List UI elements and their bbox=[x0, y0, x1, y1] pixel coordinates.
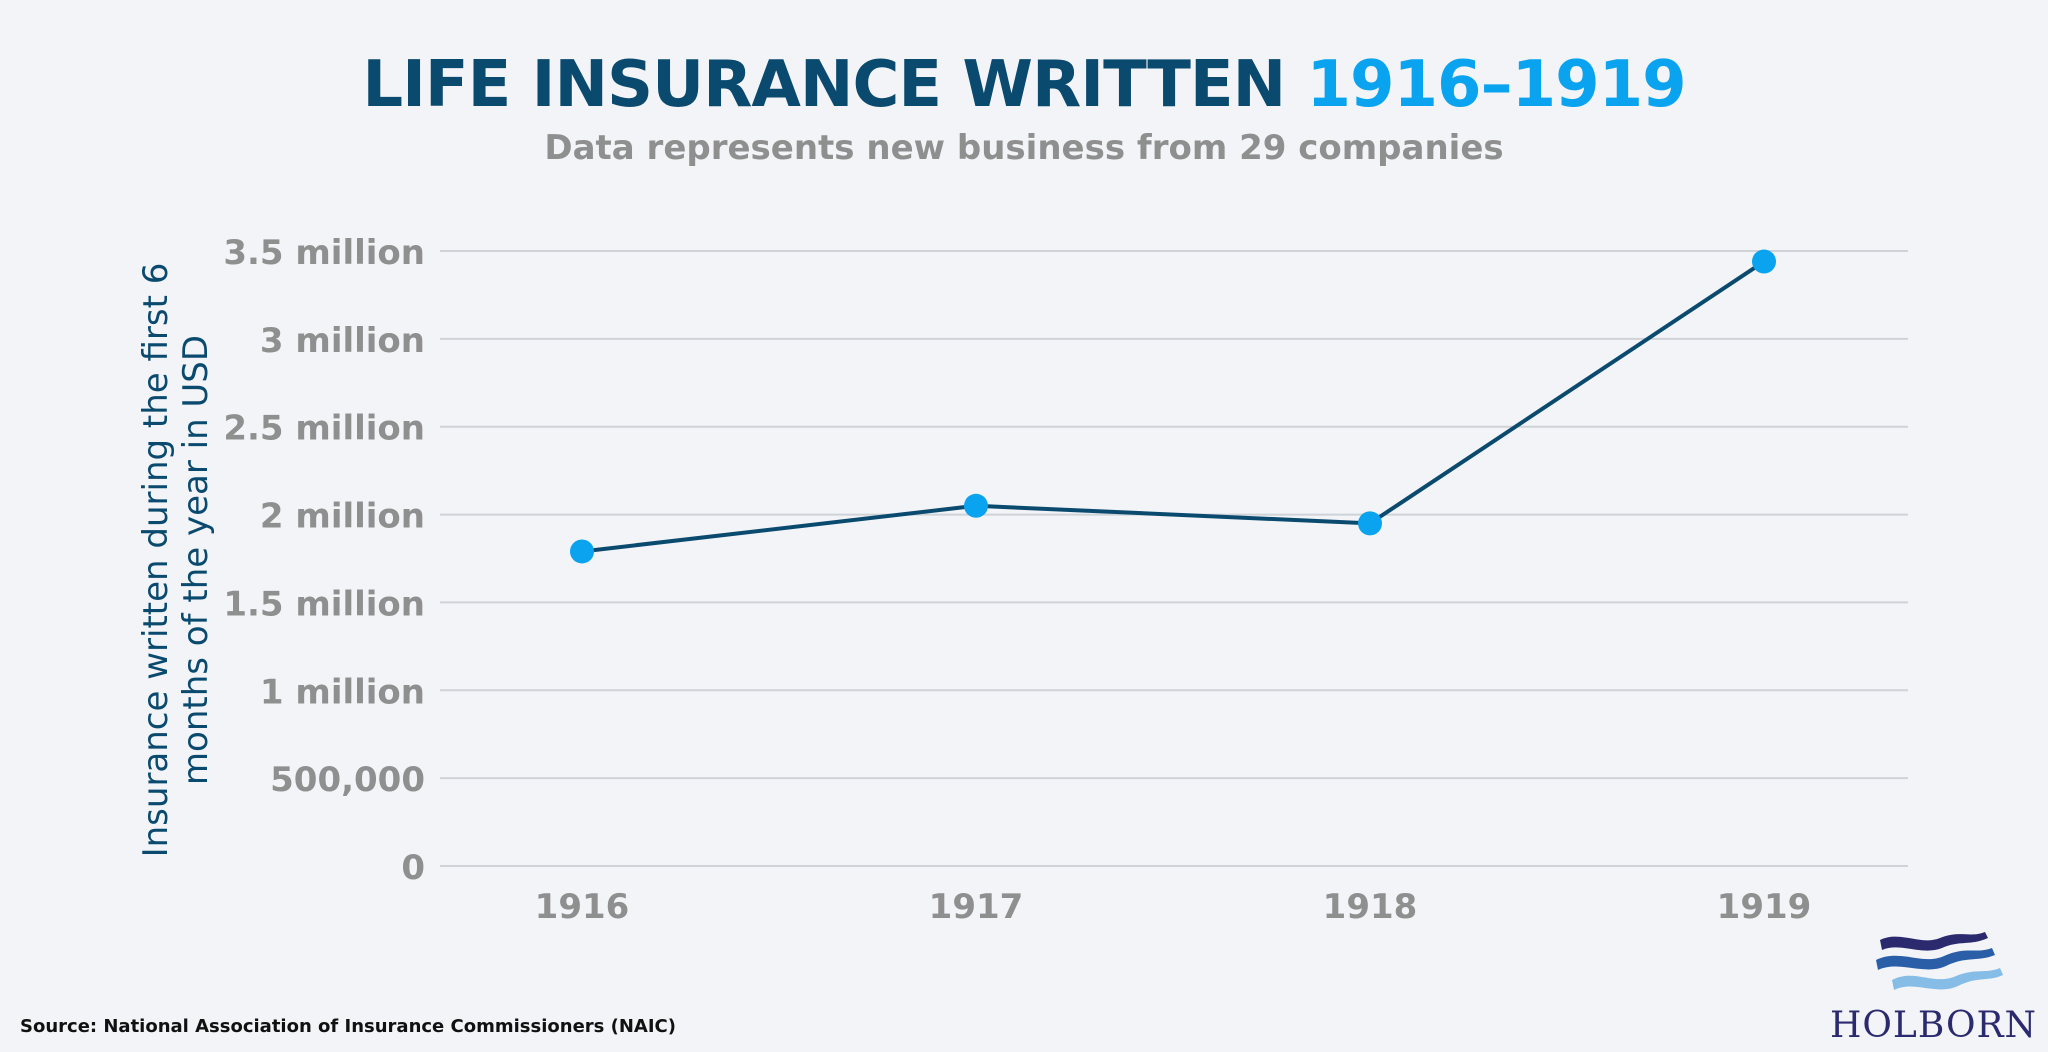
wave-logo-icon bbox=[1876, 932, 2003, 990]
data-point bbox=[1752, 249, 1776, 274]
data-point bbox=[1358, 511, 1382, 536]
y-tick-label: 1.5 million bbox=[223, 584, 425, 624]
title-main: LIFE INSURANCE WRITTEN bbox=[362, 48, 1286, 122]
y-tick-label: 3 million bbox=[260, 321, 425, 361]
y-tick-label: 1 million bbox=[260, 672, 425, 712]
y-tick-label: 3.5 million bbox=[223, 233, 425, 273]
y-tick-label: 2.5 million bbox=[223, 409, 425, 449]
y-axis-label: Insurance written during the first 6 mon… bbox=[136, 262, 216, 858]
y-tick-label: 500,000 bbox=[270, 760, 425, 800]
title-accent: 1916–1919 bbox=[1306, 48, 1686, 122]
y-tick-label: 2 million bbox=[260, 497, 425, 537]
logo-text: HOLBORN bbox=[1830, 1005, 2038, 1046]
x-tick-label: 1919 bbox=[1717, 887, 1812, 927]
data-point bbox=[570, 539, 594, 564]
y-axis-label-container: Insurance written during the first 6 mon… bbox=[136, 263, 216, 858]
holborn-logo: HOLBORN bbox=[1830, 928, 2038, 1046]
data-point bbox=[964, 493, 988, 518]
chart-subtitle: Data represents new business from 29 com… bbox=[544, 128, 1504, 168]
series-line bbox=[581, 259, 1766, 554]
y-tick-label: 0 bbox=[401, 848, 425, 888]
x-tick-label: 1917 bbox=[929, 887, 1024, 927]
x-tick-label: 1916 bbox=[535, 887, 630, 927]
chart-title: LIFE INSURANCE WRITTEN 1916–1919 bbox=[0, 48, 2048, 122]
x-tick-label: 1918 bbox=[1323, 887, 1418, 927]
source-note: Source: National Association of Insuranc… bbox=[20, 1016, 676, 1037]
